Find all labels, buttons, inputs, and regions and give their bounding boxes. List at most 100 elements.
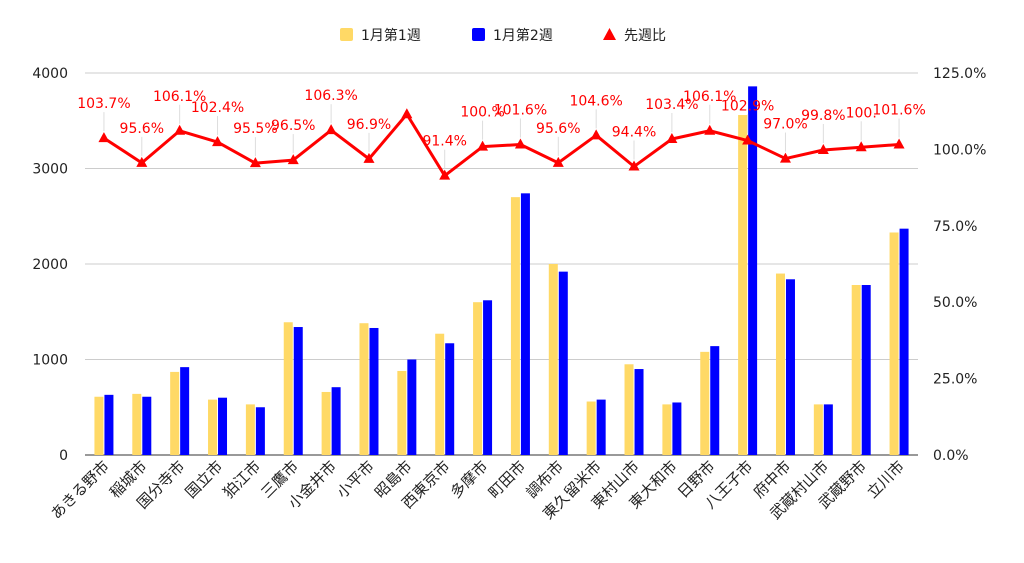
y-right-tick-label: 25.0% — [933, 372, 977, 388]
legend-swatch — [472, 28, 485, 41]
bar-week2 — [331, 387, 341, 455]
ratio-data-label: 96.9% — [347, 117, 391, 133]
x-category-label: 狛江市 — [220, 457, 265, 502]
ratio-point-triangle — [212, 136, 224, 147]
ratio-point-triangle — [704, 124, 716, 135]
ratio-line — [103, 112, 900, 178]
y-right-tick-label: 100.0% — [933, 142, 986, 158]
ratio-point-triangle — [287, 154, 299, 165]
bar-week1 — [359, 323, 369, 455]
bar-week2 — [823, 404, 833, 455]
bar-week2 — [520, 193, 530, 455]
ratio-point-triangle — [401, 108, 413, 119]
ratio-data-label: 106.1% — [153, 89, 206, 105]
bar-week1 — [851, 285, 861, 455]
ratio-point-triangle — [666, 133, 678, 144]
legend-swatch — [340, 28, 353, 41]
bar-week2 — [748, 86, 758, 456]
bar-week1 — [738, 115, 748, 456]
bar-week1 — [662, 404, 672, 455]
bar-week1 — [700, 351, 710, 455]
bar-week1 — [624, 364, 634, 455]
ratio-point-triangle — [893, 138, 905, 149]
y-left-tick-label: 1000 — [32, 353, 68, 369]
x-category-label: 町田市 — [485, 457, 530, 502]
bar-week1 — [321, 391, 331, 455]
bar-week2 — [558, 271, 568, 455]
bar-week1 — [775, 273, 785, 455]
ratio-data-label: 94.4% — [612, 125, 656, 141]
ratio-point-triangle — [477, 140, 489, 151]
legend-label: 1月第1週 — [361, 27, 421, 44]
legend-label: 先週比 — [624, 28, 666, 44]
ratio-data-label: 96.5% — [271, 118, 315, 134]
ratio-data-label: 95.6% — [120, 121, 164, 137]
bar-week1 — [94, 396, 104, 455]
legend-label: 1月第2週 — [493, 27, 553, 44]
bar-week2 — [218, 397, 228, 455]
bar-week2 — [861, 285, 871, 455]
x-category-label: 多摩市 — [447, 457, 492, 502]
ratio-data-label: 100.% — [460, 105, 504, 121]
bar-week2 — [255, 407, 265, 455]
ratio-point-triangle — [552, 156, 564, 167]
ratio-data-label: 103.4% — [645, 97, 698, 113]
ratio-data-label: 100. — [846, 105, 877, 121]
ratio-point-triangle — [136, 156, 148, 167]
ratio-point-triangle — [325, 124, 337, 135]
bar-week1 — [245, 404, 255, 455]
ratio-data-label: 101.6% — [872, 103, 925, 119]
bar-week2 — [899, 228, 909, 455]
ratio-data-label: 95.6% — [536, 121, 580, 137]
x-category-label: 国立市 — [182, 457, 227, 502]
bar-week2 — [407, 359, 417, 455]
ratio-data-label: 104.6% — [569, 93, 622, 109]
bar-week1 — [548, 264, 558, 455]
bar-week2 — [104, 394, 114, 455]
bar-week1 — [208, 399, 218, 455]
y-left-tick-label: 4000 — [32, 66, 68, 82]
ratio-point-triangle — [439, 169, 451, 180]
ratio-point-triangle — [514, 138, 526, 149]
bar-week2 — [596, 399, 606, 455]
bar-week2 — [672, 402, 682, 455]
ratio-point-triangle — [363, 152, 375, 163]
bar-week2 — [710, 346, 720, 455]
ratio-data-label: 106.1% — [683, 89, 736, 105]
y-right-tick-label: 50.0% — [933, 295, 977, 311]
ratio-point-triangle — [742, 134, 754, 145]
ratio-point-triangle — [174, 124, 186, 135]
x-category-label: 小平市 — [333, 457, 378, 502]
bar-week1 — [586, 401, 596, 455]
bar-week2 — [293, 327, 303, 455]
y-left-tick-label: 3000 — [32, 162, 68, 178]
bar-week1 — [889, 232, 899, 455]
y-left-tick-label: 0 — [59, 448, 68, 464]
x-category-label: あきる野市 — [47, 457, 113, 523]
bar-week2 — [180, 367, 190, 455]
y-right-tick-label: 125.0% — [933, 66, 986, 82]
bar-week2 — [142, 396, 152, 455]
bar-week1 — [397, 370, 407, 455]
ratio-point-triangle — [817, 144, 829, 155]
bar-week2 — [369, 327, 379, 455]
ratio-data-label: 95.5% — [233, 121, 277, 137]
ratio-point-triangle — [628, 160, 640, 171]
ratio-data-label: 101.6% — [494, 103, 547, 119]
y-right-tick-label: 0.0% — [933, 448, 969, 464]
bar-week1 — [132, 393, 142, 455]
legend-marker-triangle — [603, 28, 616, 40]
bar-week1 — [435, 333, 445, 455]
bar-week1 — [283, 322, 293, 455]
ratio-data-label: 97.0% — [763, 117, 807, 133]
bar-week1 — [510, 197, 520, 455]
bar-week2 — [634, 369, 644, 455]
ratio-data-label: 99.8% — [801, 108, 845, 124]
bar-week2 — [445, 343, 455, 455]
ratio-data-label: 103.7% — [77, 96, 130, 112]
ratio-point-triangle — [855, 141, 867, 152]
ratio-point-triangle — [590, 129, 602, 140]
bar-week2 — [785, 279, 795, 455]
bar-week1 — [473, 302, 483, 455]
